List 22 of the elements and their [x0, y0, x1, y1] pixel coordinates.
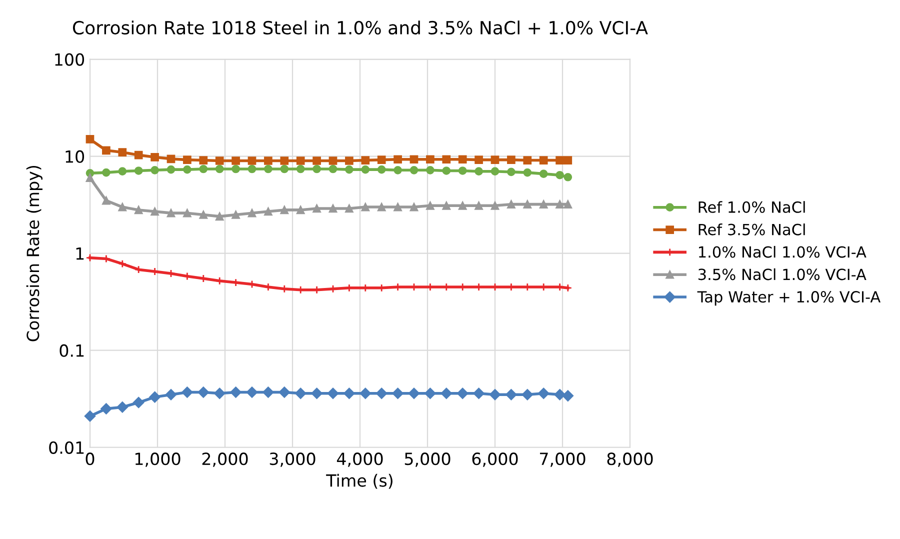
y-tick-label: 10: [66, 150, 84, 163]
legend-label: Ref 3.5% NaCl: [698, 224, 805, 236]
chart-title: Corrosion Rate 1018 Steel in 1.0% and 3.5% NaCl + 1.0% VCI-A: [72, 20, 648, 35]
y-tick-label: 1: [76, 248, 84, 260]
x-axis-title: Time (s): [326, 474, 392, 489]
legend-label: Ref 1.0% NaCl: [698, 201, 805, 213]
x-tick-label: 8,000: [607, 452, 653, 467]
x-tick-label: 1,000: [135, 452, 180, 467]
legend-label: Tap Water + 1.0% VCI-A: [697, 291, 881, 306]
y-tick-label: 0.01: [49, 441, 84, 454]
y-axis-title: Corrosion Rate (mpy): [26, 166, 42, 342]
x-tick-label: 2,000: [202, 452, 248, 467]
x-tick-label: 3,000: [270, 452, 316, 467]
x-tick-label: 7,000: [540, 452, 586, 467]
x-tick-label: 4,000: [336, 452, 383, 467]
x-tick-label: 5,000: [404, 452, 450, 467]
x-tick-label: 0: [86, 452, 94, 466]
y-tick-label: 0.1: [60, 344, 84, 357]
legend-label: 1.0% NaCl 1.0% VCI-A: [699, 246, 866, 258]
legend-label: 3.5% NaCl 1.0% VCI-A: [698, 268, 866, 280]
x-tick-label: 6,000: [472, 452, 518, 467]
y-tick-label: 100: [55, 53, 84, 66]
